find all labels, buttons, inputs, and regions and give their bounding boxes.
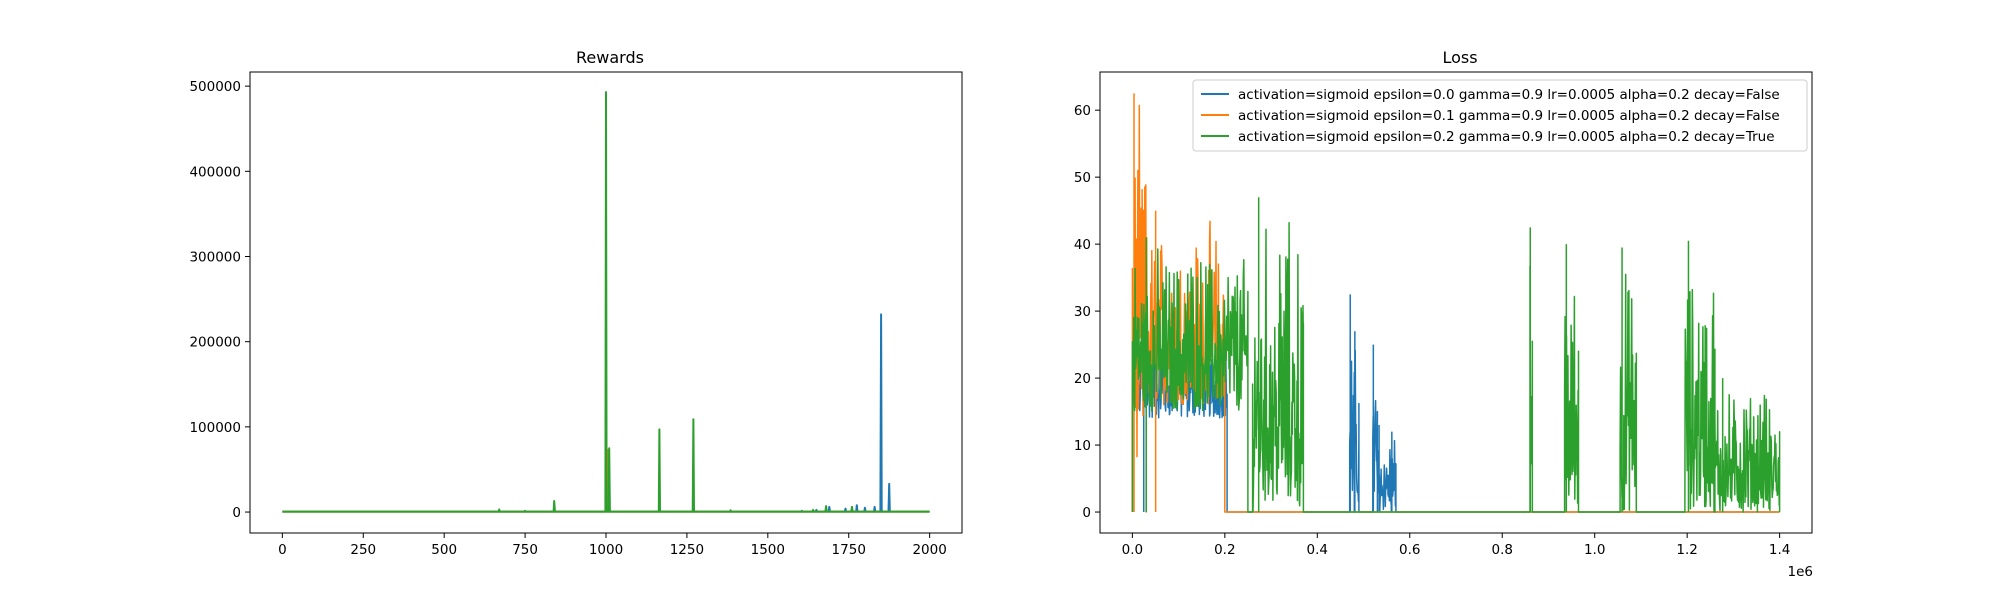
loss-series-group	[1131, 93, 1781, 513]
loss-legend: activation=sigmoid epsilon=0.0 gamma=0.9…	[1192, 79, 1808, 152]
rewards-series-line-0	[282, 313, 930, 513]
loss-series-line-0	[1131, 339, 1780, 513]
loss-y-tick-label: 20	[1074, 371, 1091, 387]
loss-title: Loss	[1442, 48, 1477, 67]
rewards-panel: Rewards 0 250 500 750 1000 1250 1500 1750 2000 0 1…	[189, 48, 963, 558]
loss-y-tick-label: 30	[1074, 304, 1091, 320]
rewards-x-tick-label: 0	[278, 542, 287, 558]
rewards-x-tick-label: 1500	[751, 542, 785, 558]
loss-panel: Loss 0.0 0.2 0.4 0.6 0.8 1.0 1.2 1.4 0 10 20 30 40 50…	[1074, 48, 1813, 580]
rewards-y-tick-label: 400000	[189, 164, 241, 180]
rewards-x-tick-label: 500	[431, 542, 457, 558]
loss-x-tick-label: 0.8	[1491, 542, 1512, 558]
loss-x-tick-label: 1.4	[1769, 542, 1790, 558]
rewards-x-tick-label: 2000	[912, 542, 946, 558]
rewards-x-tick-label: 1750	[832, 542, 866, 558]
loss-x-tick-label: 0.6	[1399, 542, 1420, 558]
rewards-x-tick-label: 1000	[589, 542, 623, 558]
loss-legend-label: activation=sigmoid epsilon=0.0 gamma=0.9…	[1238, 87, 1780, 103]
loss-legend-label: activation=sigmoid epsilon=0.2 gamma=0.9…	[1238, 129, 1775, 145]
rewards-y-tick-label: 100000	[189, 420, 241, 436]
loss-x-tick-label: 1.2	[1676, 542, 1697, 558]
loss-series-line-2	[1131, 222, 1781, 513]
loss-y-tick-label: 10	[1074, 438, 1091, 454]
loss-x-tick-label: 1.0	[1584, 542, 1605, 558]
loss-x-tick-label: 0.0	[1122, 542, 1143, 558]
rewards-title: Rewards	[576, 48, 644, 67]
loss-y-tick-label: 60	[1074, 103, 1091, 119]
rewards-series-line-2	[282, 91, 930, 513]
rewards-x-tick-label: 750	[512, 542, 538, 558]
rewards-axes: 0 250 500 750 1000 1250 1500 1750 2000 0 100000 200…	[189, 71, 963, 558]
rewards-x-tick-label: 1250	[670, 542, 704, 558]
loss-plot-frame	[1099, 71, 1813, 534]
rewards-y-tick-label: 500000	[189, 79, 241, 95]
loss-y-tick-label: 40	[1074, 237, 1091, 253]
loss-axes: 0.0 0.2 0.4 0.6 0.8 1.0 1.2 1.4 0 10 20 30 40 50 60	[1074, 71, 1813, 558]
loss-x-offset-label: 1e6	[1788, 564, 1813, 580]
loss-x-tick-label: 0.2	[1214, 542, 1235, 558]
loss-legend-box	[1192, 79, 1808, 152]
rewards-y-tick-label: 300000	[189, 250, 241, 266]
loss-legend-label: activation=sigmoid epsilon=0.1 gamma=0.9…	[1238, 108, 1780, 124]
rewards-series-group	[282, 91, 930, 513]
loss-y-tick-label: 0	[1082, 505, 1091, 521]
loss-x-tick-label: 0.4	[1307, 542, 1328, 558]
rewards-y-tick-label: 200000	[189, 335, 241, 351]
rewards-x-tick-label: 250	[350, 542, 376, 558]
rewards-y-tick-label: 0	[232, 505, 241, 521]
loss-y-tick-label: 50	[1074, 170, 1091, 186]
